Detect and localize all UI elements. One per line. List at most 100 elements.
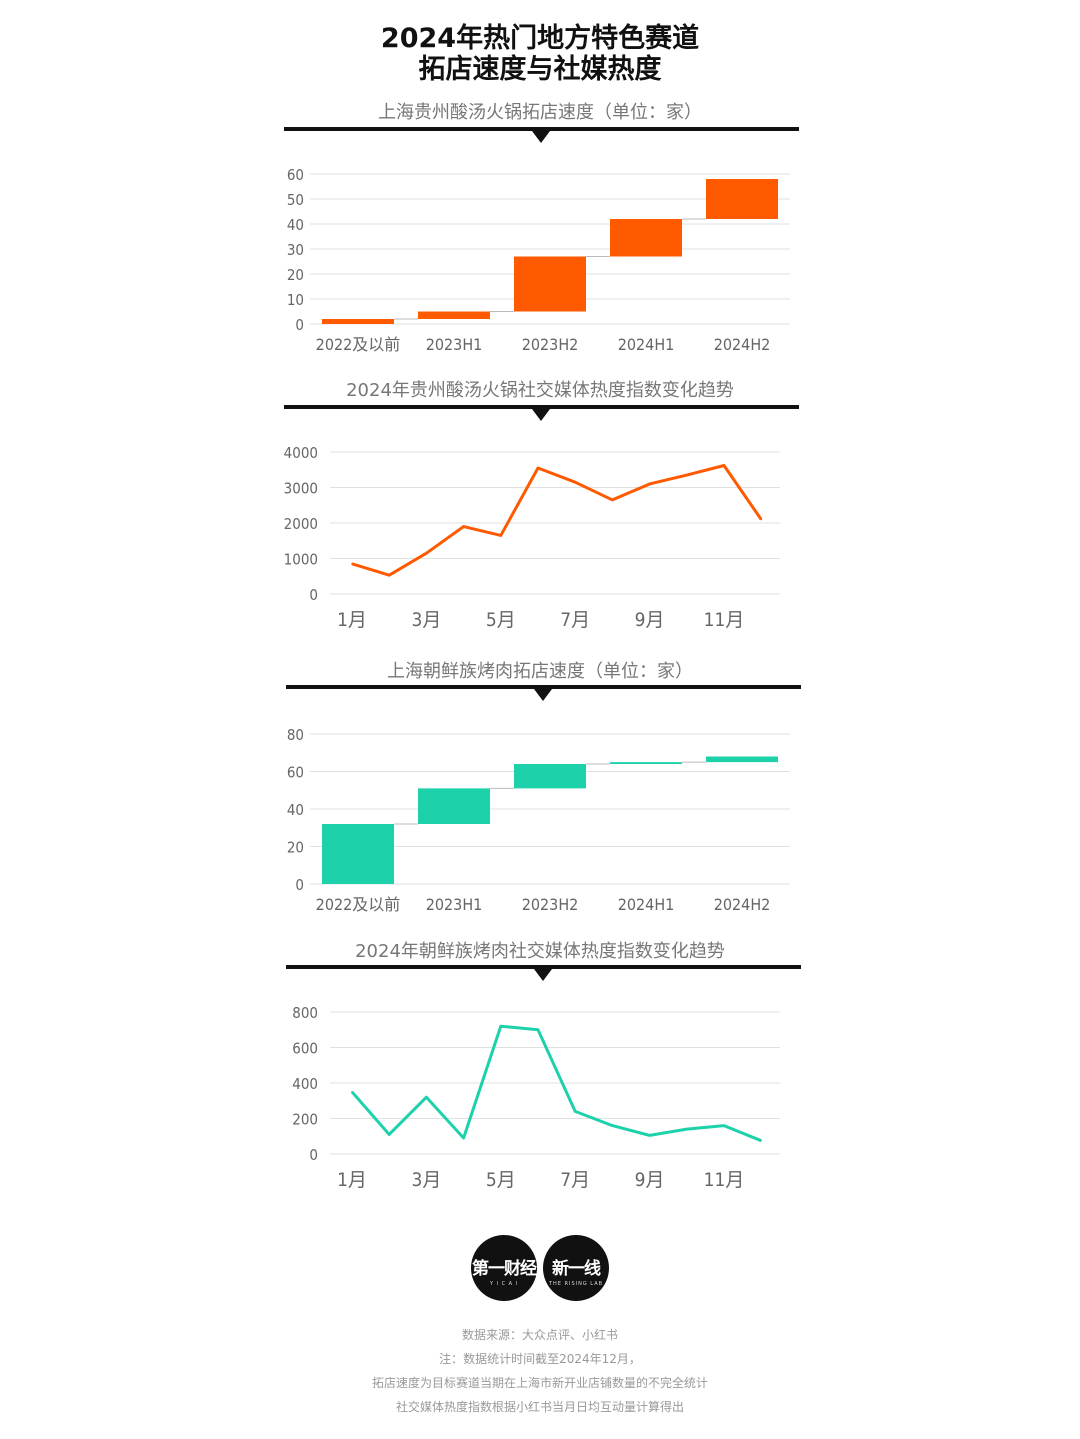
chart4-ytick-label: 200 xyxy=(292,1111,318,1129)
chart1-xtick-label: 2022及以前 xyxy=(316,335,401,354)
chart3-xtick-label: 2023H2 xyxy=(522,895,579,914)
chart2-ytick-label: 3000 xyxy=(284,480,318,498)
chart1-ytick-label: 30 xyxy=(287,241,304,259)
chart4-xtick-label: 3月 xyxy=(411,1169,441,1191)
chart3-ytick-label: 20 xyxy=(287,839,304,857)
chart1-pointer xyxy=(532,131,550,143)
main-title-line2: 拓店速度与社媒热度 xyxy=(418,54,662,85)
chart2-xtick-label: 1月 xyxy=(337,609,367,631)
footer-note-3: 社交媒体热度指数根据小红书当月日均互动量计算得出 xyxy=(395,1400,684,1414)
chart2-point xyxy=(611,499,614,501)
chart2-point xyxy=(462,525,465,528)
chart3-bar xyxy=(418,788,490,824)
chart4-point xyxy=(500,1025,502,1027)
chart1-ytick-label: 50 xyxy=(287,191,304,209)
chart2-point xyxy=(723,464,725,467)
chart4-point xyxy=(611,1124,614,1127)
chart3-bar xyxy=(706,756,778,763)
chart1-bar xyxy=(610,219,682,257)
chart4-point xyxy=(351,1091,353,1093)
chart1-rule xyxy=(284,127,799,131)
chart1-ytick-label: 40 xyxy=(287,216,304,234)
chart2-ytick-label: 2000 xyxy=(284,515,318,533)
chart4-point xyxy=(686,1128,688,1130)
chart3-xtick-label: 2024H2 xyxy=(714,895,771,914)
chart1-title: 上海贵州酸汤火锅拓店速度（单位：家） xyxy=(378,102,702,123)
chart4-xtick-label: 5月 xyxy=(486,1169,516,1191)
chart1-ytick-label: 60 xyxy=(287,166,304,184)
chart2-ytick-label: 1000 xyxy=(284,551,318,569)
chart4-xtick-label: 9月 xyxy=(635,1169,665,1191)
chart2-point xyxy=(388,574,391,576)
chart4-xtick-label: 11月 xyxy=(704,1169,745,1191)
chart1-bar xyxy=(322,319,394,324)
chart2-point xyxy=(686,474,688,476)
chart1-bar xyxy=(418,311,490,319)
chart2-pointer xyxy=(532,409,550,421)
chart1-ytick-label: 20 xyxy=(287,266,304,284)
yicai-logo-text: 第一财经 xyxy=(472,1259,537,1279)
chart3-ytick-label: 40 xyxy=(287,801,304,819)
chart3-ytick-label: 80 xyxy=(287,726,304,744)
chart4-series-line xyxy=(350,1024,762,1143)
chart4-ytick-label: 400 xyxy=(292,1075,318,1093)
chart1-xtick-label: 2024H1 xyxy=(618,335,675,354)
footer-note-2: 拓店速度为目标赛道当期在上海市新开业店铺数量的不完全统计 xyxy=(371,1376,708,1390)
chart2-xtick-label: 3月 xyxy=(411,609,441,631)
yicai-logo-subtext: Y I C A I xyxy=(489,1281,519,1287)
chart1-ytick-label: 10 xyxy=(287,291,304,309)
chart2-title: 2024年贵州酸汤火锅社交媒体热度指数变化趋势 xyxy=(346,380,734,401)
chart4-ytick-label: 800 xyxy=(292,1004,318,1022)
chart4-rule xyxy=(286,965,801,969)
chart1-waterfall: 0 10 20 30 40 50 60 2022及以前 2023H1 2023H2 2024H1 20… xyxy=(287,166,790,354)
chart3-bar xyxy=(322,824,394,884)
chart3-bar xyxy=(610,762,682,764)
chart3-waterfall: 0 20 40 60 80 2022及以前 2023H1 2023H2 2024H1 2024H2 xyxy=(287,726,790,914)
chart4-point xyxy=(388,1133,391,1136)
chart2-xtick-label: 9月 xyxy=(635,609,665,631)
chart2-point xyxy=(648,483,651,485)
rising-lab-logo-text: 新一线 xyxy=(552,1259,601,1279)
chart2-rule xyxy=(284,405,799,409)
chart2-xtick-label: 5月 xyxy=(486,609,516,631)
chart4-point xyxy=(648,1134,651,1137)
chart2-xtick-label: 7月 xyxy=(560,609,590,631)
chart1-xtick-label: 2023H1 xyxy=(426,335,483,354)
chart3-title: 上海朝鲜族烤肉拓店速度（单位：家） xyxy=(387,661,693,682)
chart1-bar xyxy=(706,179,778,219)
chart4-xtick-label: 1月 xyxy=(337,1169,367,1191)
chart4-point xyxy=(574,1110,576,1113)
footer-note-1: 注：数据统计时间截至2024年12月， xyxy=(439,1352,641,1366)
chart4-line: 0 200 400 600 800 1月 3月 5月 7月 9月 11月 xyxy=(292,1004,780,1191)
chart2-point xyxy=(537,467,539,469)
rising-lab-logo-subtext: THE RISING LAB xyxy=(548,1281,604,1287)
chart3-xtick-label: 2022及以前 xyxy=(316,895,401,914)
chart4-point xyxy=(760,1139,762,1142)
chart4-point xyxy=(723,1124,725,1127)
chart2-point xyxy=(351,563,353,565)
chart4-point xyxy=(537,1028,539,1031)
chart1-xtick-label: 2024H2 xyxy=(714,335,771,354)
chart2-point xyxy=(574,481,576,483)
chart1-ytick-label: 0 xyxy=(295,316,304,334)
chart2-point xyxy=(425,552,428,554)
main-title-line1: 2024年热门地方特色赛道 xyxy=(380,23,700,54)
chart3-xtick-label: 2024H1 xyxy=(618,895,675,914)
chart4-ytick-label: 600 xyxy=(292,1040,318,1058)
chart2-xtick-label: 11月 xyxy=(704,609,745,631)
chart2-ytick-label: 0 xyxy=(309,586,318,604)
chart2-series-line xyxy=(351,463,763,577)
chart2-point xyxy=(500,534,502,537)
chart3-xtick-label: 2023H1 xyxy=(426,895,483,914)
chart4-xtick-label: 7月 xyxy=(560,1169,590,1191)
chart2-point xyxy=(760,518,762,521)
chart3-ytick-label: 0 xyxy=(295,876,304,894)
chart2-line: 0 1000 2000 3000 4000 1月 3月 5月 7月 9月 11月 xyxy=(284,444,780,631)
chart3-pointer xyxy=(534,689,552,701)
rising-lab-logo: 新一线 THE RISING LAB xyxy=(543,1235,609,1301)
chart3-ytick-label: 60 xyxy=(287,764,304,782)
chart4-title: 2024年朝鲜族烤肉社交媒体热度指数变化趋势 xyxy=(355,941,725,962)
chart4-ytick-label: 0 xyxy=(309,1146,318,1164)
chart4-pointer xyxy=(534,969,552,981)
footer-source: 数据来源：大众点评、小红书 xyxy=(461,1328,618,1342)
